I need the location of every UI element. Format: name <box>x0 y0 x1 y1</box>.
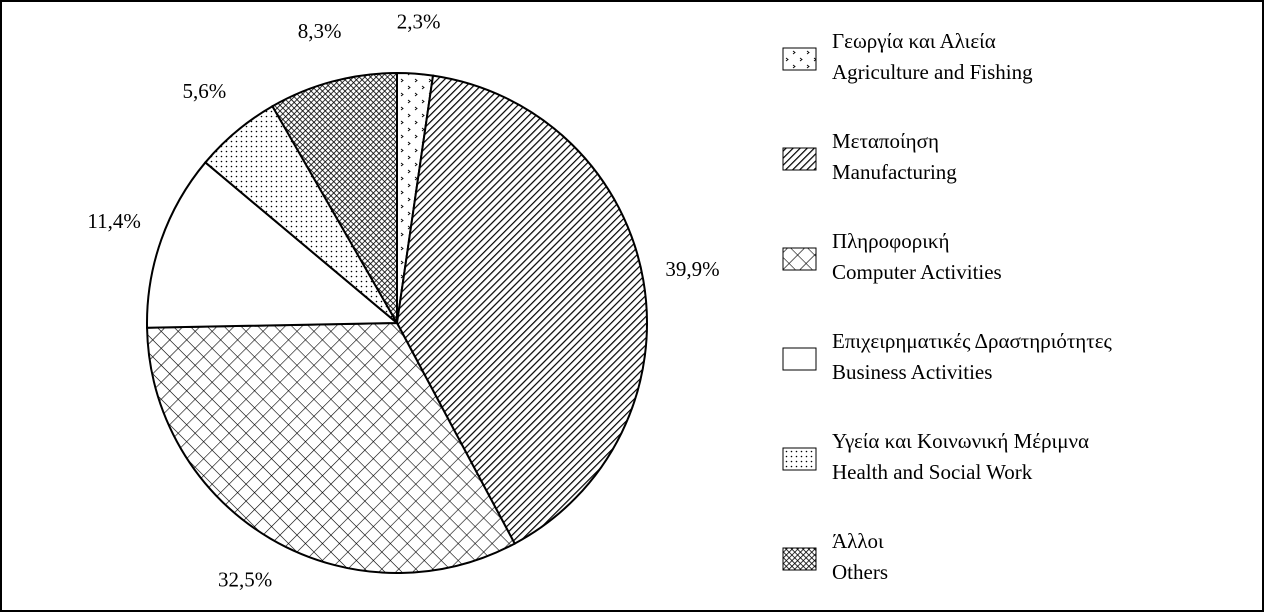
legend-label: Πληροφορική <box>832 229 949 253</box>
legend-label: Business Activities <box>832 360 992 384</box>
legend-label: Health and Social Work <box>832 460 1033 484</box>
legend-swatch <box>782 147 817 171</box>
legend-swatch <box>782 247 817 271</box>
legend-label: Agriculture and Fishing <box>832 60 1033 84</box>
legend-label: Επιχειρηματικές Δραστηριότητες <box>832 329 1113 353</box>
legend-label: Άλλοι <box>832 529 884 553</box>
legend-swatch <box>782 447 817 471</box>
pie-slice <box>271 71 398 327</box>
pie-slice <box>395 74 648 545</box>
legend-label: Γεωργία και Αλιεία <box>832 29 996 53</box>
legend-swatch <box>782 547 817 571</box>
legend-swatch <box>782 47 817 71</box>
pie-slice <box>146 161 400 329</box>
slice-label: 39,9% <box>665 257 719 281</box>
legend-label: Manufacturing <box>832 160 957 184</box>
slice-label: 8,3% <box>298 19 342 43</box>
legend-label: Υγεία και Κοινωνική Μέριμνα <box>832 429 1089 453</box>
slice-label: 2,3% <box>397 10 441 34</box>
slice-label: 5,6% <box>182 79 226 103</box>
slice-label: 11,4% <box>87 209 140 233</box>
legend-label: Others <box>832 560 888 584</box>
slice-label: 32,5% <box>218 568 272 592</box>
legend-label: Μεταποίηση <box>832 129 939 153</box>
legend-label: Computer Activities <box>832 260 1002 284</box>
legend-swatch <box>782 347 817 371</box>
pie-slice <box>146 321 517 574</box>
